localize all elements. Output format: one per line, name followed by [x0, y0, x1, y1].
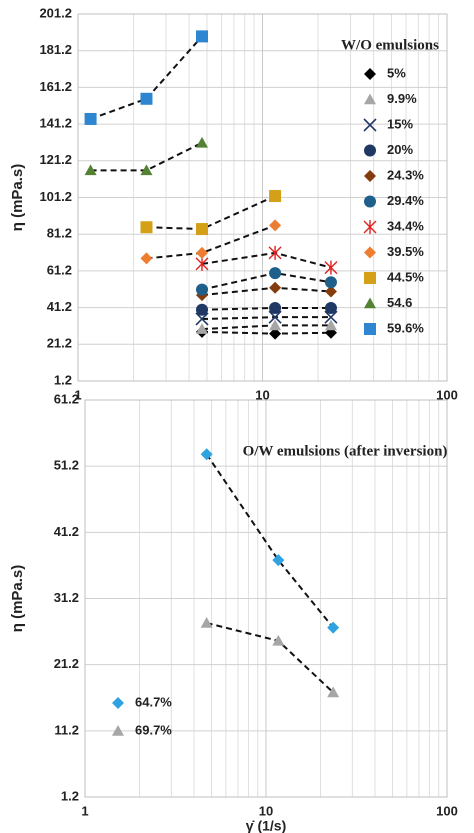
data-point: [140, 252, 153, 265]
data-point: [324, 285, 337, 298]
data-point: [268, 245, 282, 260]
x-tick-label: 10: [259, 803, 273, 818]
data-point: [269, 267, 282, 280]
plot-frame: [84, 399, 448, 798]
data-point: [324, 319, 337, 331]
y-tick-label: 31.2: [54, 590, 79, 605]
data-point: [195, 312, 209, 326]
chart-title: O/W emulsions (after inversion): [243, 443, 448, 459]
legend-marker: [112, 725, 124, 736]
legend-label: 9.9%: [387, 91, 417, 106]
x-axis-label: γ̇ (1/s): [246, 818, 286, 833]
data-point: [140, 221, 153, 234]
x-tick-label: 100: [436, 803, 458, 818]
legend-label: 39.5%: [387, 244, 424, 259]
data-point: [196, 323, 209, 334]
legend-marker: [364, 93, 376, 105]
legend-marker: [363, 118, 377, 132]
y-tick-label: 11.2: [54, 722, 79, 737]
legend-label: 34.4%: [387, 218, 424, 233]
data-point: [196, 30, 209, 43]
data-point: [272, 554, 285, 567]
legend-label: 24.3%: [387, 167, 424, 182]
data-point: [196, 283, 209, 296]
y-tick-label: 21.2: [47, 336, 72, 351]
data-point: [200, 448, 213, 461]
data-point: [196, 303, 209, 316]
legend-label: 5%: [387, 65, 406, 80]
data-point: [327, 686, 340, 698]
data-point: [272, 634, 285, 646]
data-point: [140, 164, 153, 176]
y-axis-label: η (mPa.s): [9, 565, 26, 633]
legend-marker: [364, 170, 376, 182]
data-point: [269, 190, 282, 203]
y-tick-label: 51.2: [54, 458, 79, 473]
x-tick-label: 100: [436, 387, 458, 402]
data-point: [324, 260, 338, 275]
trend-line: [90, 35, 203, 120]
data-point: [140, 92, 153, 105]
data-point: [324, 301, 337, 314]
y-tick-label: 41.2: [47, 299, 72, 314]
plot-frame: [77, 13, 448, 382]
y-tick-label: 81.2: [47, 226, 72, 241]
data-point: [324, 276, 337, 289]
legend-label: 59.6%: [387, 320, 424, 335]
legend-marker: [112, 697, 124, 709]
chart-title: W/O emulsions: [341, 37, 439, 53]
y-tick-label: 161.2: [39, 79, 72, 94]
data-point: [269, 319, 282, 331]
legend-marker: [364, 297, 376, 309]
y-tick-label: 201.2: [39, 5, 72, 20]
y-tick-label: 121.2: [39, 152, 72, 167]
legend-label: 64.7%: [135, 694, 172, 709]
y-axis-label: η (mPa.s): [9, 164, 26, 232]
y-tick-label: 21.2: [54, 656, 79, 671]
legend-marker: [364, 144, 376, 157]
data-point: [269, 281, 282, 294]
legend-label: 29.4%: [387, 193, 424, 208]
legend-marker: [364, 195, 376, 208]
data-point: [269, 301, 282, 314]
data-point: [324, 310, 338, 324]
legend-label: 69.7%: [135, 722, 172, 737]
data-point: [84, 164, 97, 176]
legend-label: 15%: [387, 116, 413, 131]
x-tick-label: 10: [255, 387, 269, 402]
x-tick-label: 1: [74, 387, 81, 402]
y-tick-label: 1.2: [61, 788, 79, 803]
data-point: [196, 223, 209, 236]
trend-line: [205, 453, 334, 629]
y-tick-label: 61.2: [47, 262, 72, 277]
data-point: [196, 136, 209, 148]
data-point: [196, 246, 209, 259]
data-point: [195, 256, 209, 271]
data-point: [327, 621, 340, 634]
data-point: [200, 616, 213, 628]
data-point: [269, 327, 282, 340]
y-tick-label: 1.2: [54, 372, 72, 387]
y-tick-label: 141.2: [39, 116, 72, 131]
legend-label: 44.5%: [387, 269, 424, 284]
data-point: [268, 310, 282, 324]
legend-marker: [364, 68, 376, 80]
legend-label: 20%: [387, 142, 413, 157]
legend-label: 54.6: [387, 295, 412, 310]
data-point: [269, 219, 282, 232]
x-tick-label: 1: [81, 803, 88, 818]
y-tick-label: 101.2: [39, 189, 72, 204]
legend-marker: [364, 323, 376, 335]
y-tick-label: 61.2: [54, 391, 79, 406]
legend-marker: [364, 272, 376, 284]
y-tick-label: 181.2: [39, 42, 72, 57]
y-tick-label: 41.2: [54, 524, 79, 539]
legend-marker: [363, 220, 377, 234]
legend-marker: [364, 246, 376, 259]
data-point: [84, 112, 97, 125]
